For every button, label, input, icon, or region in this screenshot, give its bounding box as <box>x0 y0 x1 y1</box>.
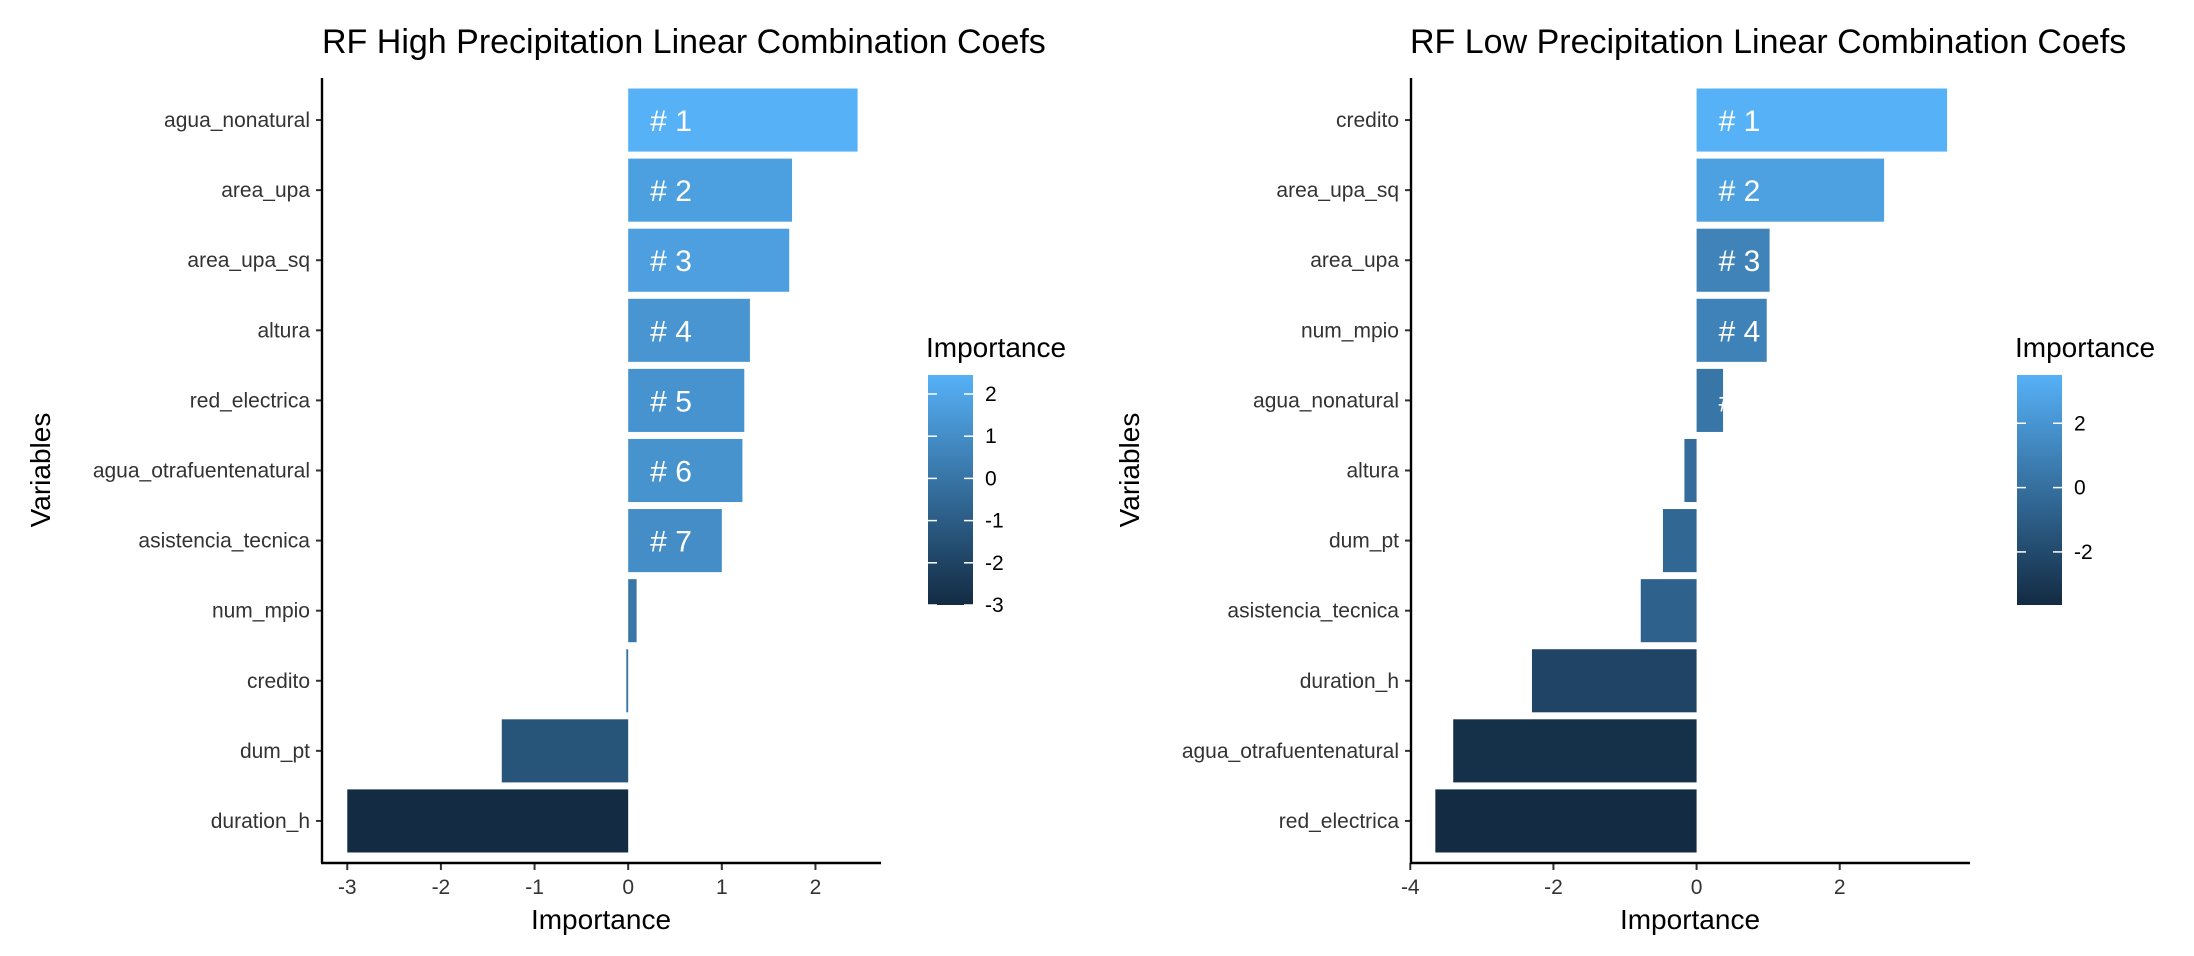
y-axis-label: Variables <box>25 413 56 528</box>
bar-rank-label: # 2 <box>650 175 692 208</box>
y-axis-label: Variables <box>1114 413 1145 528</box>
x-tick-label: 1 <box>716 876 728 899</box>
bar <box>1453 719 1697 783</box>
bar <box>1531 649 1697 713</box>
chart-title: RF High Precipitation Linear Combination… <box>322 23 1046 61</box>
legend-colorbar <box>928 375 973 605</box>
y-tick-label: altura <box>1346 460 1399 483</box>
bar-rank-label: # 2 <box>1719 175 1761 208</box>
chart-panel-low-precipitation: RF Low Precipitation Linear Combination … <box>1114 23 2155 935</box>
y-tick-label: agua_nonatural <box>1253 389 1399 412</box>
x-tick-label: -1 <box>525 876 544 899</box>
y-tick-label: agua_otrafuentenatural <box>1182 740 1399 763</box>
legend-title: Importance <box>926 332 1066 363</box>
chart-title: RF Low Precipitation Linear Combination … <box>1410 23 2126 61</box>
x-axis-label: Importance <box>1620 904 1760 935</box>
bar-rank-label: # 1 <box>1719 105 1761 138</box>
legend-tick-label: 0 <box>2074 477 2086 500</box>
bar-rank-label: # 3 <box>650 245 692 278</box>
legend-title: Importance <box>2015 332 2155 363</box>
bar <box>628 368 745 432</box>
bar-rank-label: # 1 <box>650 105 692 138</box>
x-tick-label: 2 <box>810 876 822 899</box>
bar-rank-label: # 5 <box>650 385 692 418</box>
plot-area: credito # 1 area_upa_sq # 2 area_upa # 3 num_m… <box>1182 88 1948 899</box>
legend-tick-label: 0 <box>985 467 997 490</box>
y-tick-label: agua_nonatural <box>164 109 310 132</box>
bar <box>628 438 743 503</box>
bar <box>628 509 722 573</box>
bar <box>1640 579 1697 643</box>
bar <box>628 298 750 362</box>
legend-tick-label: 1 <box>985 425 997 448</box>
y-tick-label: dum_pt <box>240 740 310 763</box>
bar <box>628 228 790 292</box>
y-tick-label: area_upa <box>1310 249 1399 272</box>
y-tick-label: duration_h <box>211 810 310 833</box>
bar <box>628 579 637 643</box>
legend-tick-label: -2 <box>2074 541 2093 564</box>
bar-rank-label: # 6 <box>650 456 692 489</box>
x-tick-label: -2 <box>1544 876 1563 899</box>
legend-tick-label: 2 <box>2074 412 2086 435</box>
bar <box>1696 158 1885 222</box>
x-axis-label: Importance <box>531 904 671 935</box>
bar-rank-label: # 4 <box>1719 315 1761 348</box>
y-tick-label: credito <box>1336 109 1399 132</box>
x-tick-label: -4 <box>1401 876 1420 899</box>
bar-rank-label: # 4 <box>650 315 692 348</box>
y-tick-label: area_upa_sq <box>1276 179 1399 202</box>
y-tick-label: area_upa <box>221 179 310 202</box>
y-tick-label: num_mpio <box>1301 319 1399 342</box>
y-tick-label: duration_h <box>1300 670 1399 693</box>
legend-tick-label: -1 <box>985 510 1004 533</box>
plot-area: agua_nonatural # 1 area_upa # 2 area_upa_sq #… <box>93 88 858 899</box>
color-legend: Importance 2 0 -2 <box>2015 332 2155 605</box>
chart-panel-high-precipitation: RF High Precipitation Linear Combination… <box>25 23 1066 935</box>
y-tick-label: dum_pt <box>1329 530 1399 553</box>
legend-tick-label: -2 <box>985 552 1004 575</box>
y-tick-label: agua_otrafuentenatural <box>93 460 310 483</box>
x-tick-label: 0 <box>1691 876 1703 899</box>
y-tick-label: red_electrica <box>190 389 311 412</box>
legend-colorbar <box>2017 375 2062 605</box>
bar <box>347 789 629 853</box>
bar <box>628 158 793 222</box>
bar <box>1696 298 1767 362</box>
y-tick-label: area_upa_sq <box>187 249 310 272</box>
bar <box>628 88 858 152</box>
x-tick-label: 0 <box>622 876 634 899</box>
legend-tick-label: -3 <box>985 594 1004 617</box>
bar-rank-label: # <box>1719 385 1736 418</box>
y-tick-label: red_electrica <box>1279 810 1400 833</box>
bar <box>626 649 629 713</box>
color-legend: Importance 2 1 0 -1 -2 -3 <box>926 332 1066 617</box>
legend-tick-label: 2 <box>985 383 997 406</box>
bar <box>1435 789 1697 853</box>
bar <box>1696 368 1724 432</box>
x-tick-label: -3 <box>338 876 357 899</box>
x-tick-label: 2 <box>1834 876 1846 899</box>
y-tick-label: credito <box>247 670 310 693</box>
y-tick-label: asistencia_tecnica <box>1227 600 1399 623</box>
bar <box>1662 509 1697 573</box>
bar <box>1696 228 1770 292</box>
bar <box>501 719 629 783</box>
y-tick-label: asistencia_tecnica <box>138 530 310 553</box>
y-tick-label: altura <box>257 319 310 342</box>
y-tick-label: num_mpio <box>212 600 310 623</box>
bar-rank-label: # 7 <box>650 526 692 559</box>
bar <box>1696 88 1948 152</box>
bar <box>1684 438 1697 503</box>
x-tick-label: -2 <box>432 876 451 899</box>
bar-rank-label: # 3 <box>1719 245 1761 278</box>
